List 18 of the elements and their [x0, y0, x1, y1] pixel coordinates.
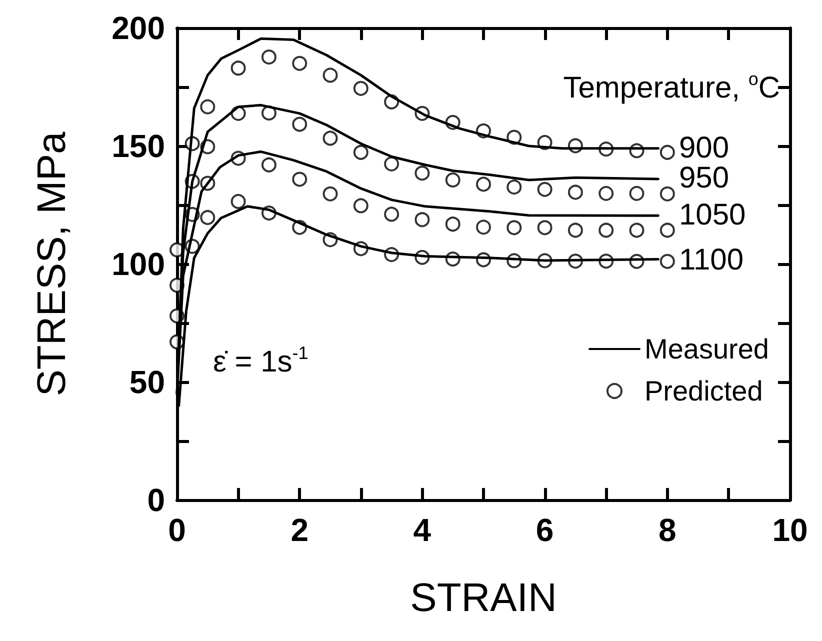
- x-tick-label: 4: [413, 512, 432, 548]
- legend-label: Measured: [644, 334, 770, 364]
- legend-label: Predicted: [644, 376, 763, 406]
- x-tick-label: 2: [290, 512, 308, 548]
- x-tick-label: 6: [536, 512, 554, 548]
- x-tick-label: 8: [658, 512, 676, 548]
- y-tick-label: 200: [112, 10, 165, 46]
- annotation: 1100: [679, 244, 744, 276]
- y-tick-label: 100: [112, 246, 165, 282]
- x-tick-label: 10: [772, 512, 808, 548]
- annotation: 950: [679, 162, 730, 194]
- y-tick-label: 0: [147, 482, 165, 518]
- y-tick-label: 50: [129, 364, 165, 400]
- annotation: 1050: [679, 198, 746, 232]
- annotation: 900: [679, 132, 730, 164]
- x-axis-title: STRAIN: [410, 576, 557, 620]
- y-tick-label: 150: [112, 128, 165, 164]
- y-axis-title: STRESS, MPa: [30, 130, 74, 396]
